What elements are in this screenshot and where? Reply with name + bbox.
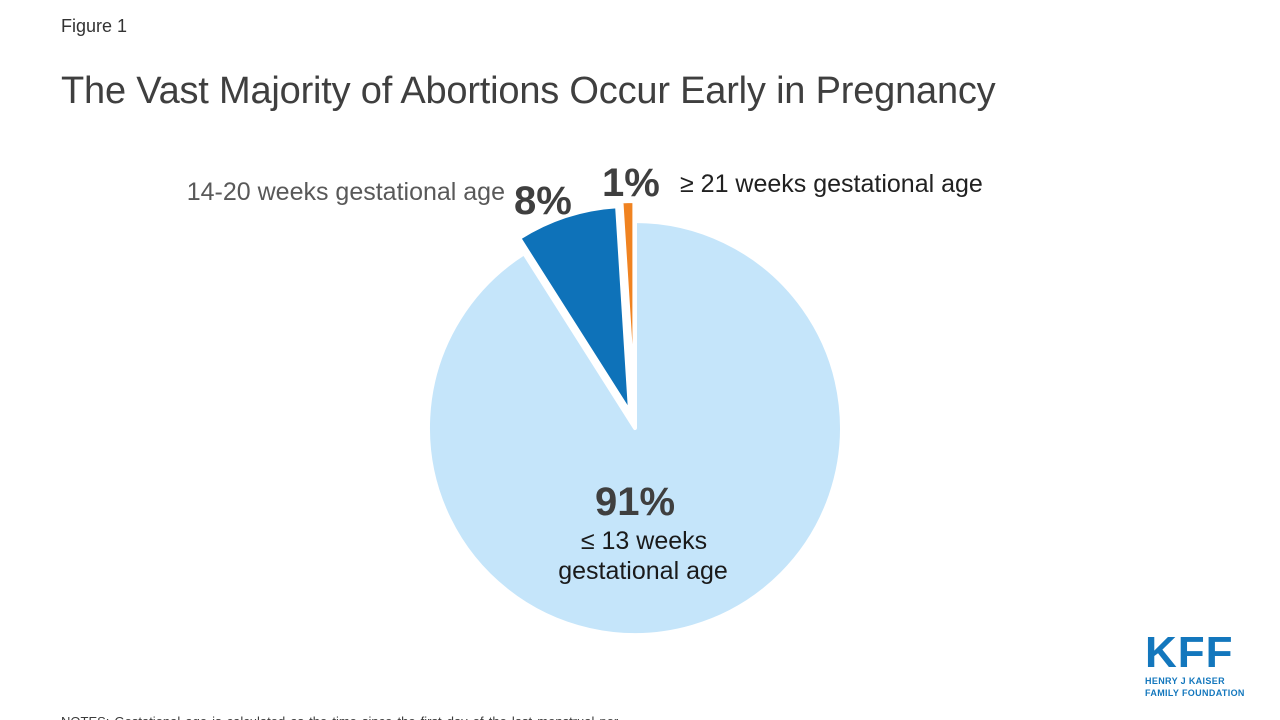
slice-value-8pct: 8%: [514, 179, 572, 223]
slice-label-13-weeks-line1: ≤ 13 weeks: [580, 527, 708, 555]
figure-label: Figure 1: [61, 16, 128, 36]
pie-slice-2: [619, 198, 637, 410]
slice-value-91pct: 91%: [594, 480, 676, 524]
kff-logo-acronym: KFF: [1145, 628, 1234, 677]
slice-value-1pct: 1%: [602, 161, 660, 205]
slice-label-21-weeks: ≥ 21 weeks gestational age: [680, 170, 983, 198]
footnotes: NOTES: Gestational age is calculated as …: [61, 662, 783, 720]
kff-logo-subline1: HENRY J KAISER: [1145, 676, 1225, 686]
pie-slice-1: [517, 204, 633, 415]
slice-label-14-20-weeks: 14-20 weeks gestational age: [186, 178, 505, 206]
kff-logo: KFF HENRY J KAISER FAMILY FOUNDATION: [1145, 631, 1245, 699]
page-title: The Vast Majority of Abortions Occur Ear…: [61, 70, 996, 112]
slice-label-13-weeks-line2: gestational age: [558, 557, 728, 585]
notes-line: NOTES: Gestational age is calculated as …: [61, 710, 783, 720]
pie-slice-0: [426, 219, 844, 637]
kff-logo-subline2: FAMILY FOUNDATION: [1145, 688, 1245, 698]
